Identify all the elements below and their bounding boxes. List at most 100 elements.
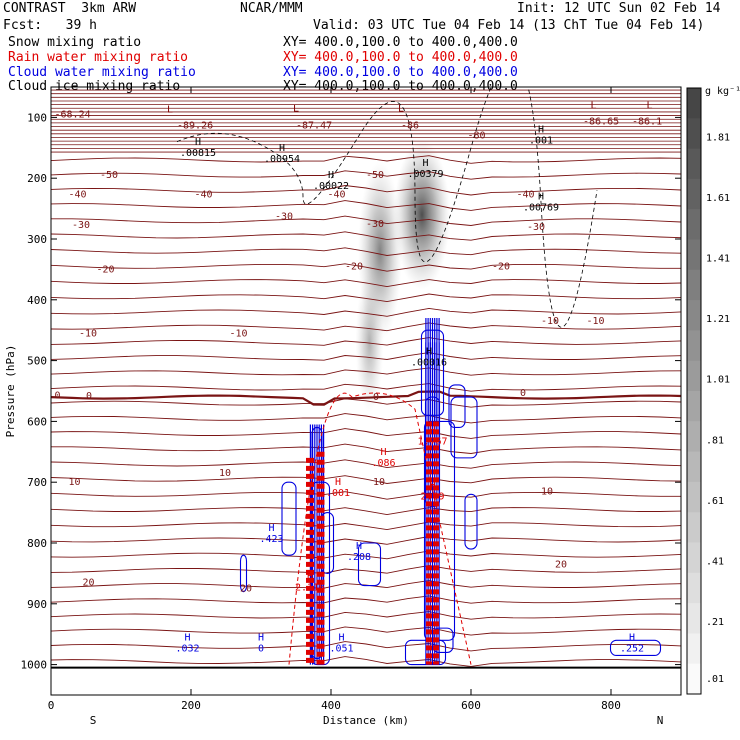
isotherm-line <box>51 307 681 317</box>
plot-frame <box>50 86 682 696</box>
colorbar-swatch <box>687 300 701 331</box>
high-marker: H <box>335 477 341 488</box>
extremum-value: .00016 <box>411 358 447 369</box>
high-marker: H <box>380 447 386 458</box>
colorbar-label: .81 <box>706 435 724 446</box>
high-marker: H <box>629 632 635 643</box>
colorbar-swatch <box>687 239 701 271</box>
extremum-value: 0 <box>258 643 264 654</box>
isotherm-label: -86.65 <box>583 117 619 128</box>
isotherm-label: -30 <box>72 220 90 231</box>
isotherm-line <box>51 536 681 545</box>
colorbar-swatch <box>687 481 701 513</box>
isotherm-line <box>51 550 681 560</box>
isotherm-label: -80 <box>468 131 486 142</box>
isotherm-label: 20 <box>83 578 95 589</box>
colorbar-label: 1.81 <box>706 132 730 143</box>
colorbar-swatch <box>687 118 701 150</box>
colorbar-swatch <box>687 542 701 574</box>
cloud-water-contour <box>609 639 662 657</box>
isotherm-label: 0 <box>373 392 379 403</box>
isotherm-line <box>51 383 681 392</box>
isotherm-label: -50 <box>100 170 118 181</box>
colorbar-swatch <box>687 178 701 210</box>
low-marker: L <box>167 105 173 116</box>
isotherm-line <box>51 231 681 241</box>
isotherm-line <box>51 626 681 636</box>
low-marker: L <box>293 103 299 114</box>
extremum-value: .252 <box>620 643 644 654</box>
colorbar-swatch <box>687 360 701 392</box>
isotherm-line <box>51 611 681 620</box>
high-marker: H <box>328 170 334 181</box>
isotherm-label: 0 <box>55 390 61 401</box>
colorbar-swatch <box>687 663 701 695</box>
isotherm-line <box>51 580 681 589</box>
extremum-value: 2.09 <box>420 491 444 502</box>
extremum-value: .00022 <box>313 181 349 192</box>
isotherm-line <box>51 565 681 574</box>
isotherm-line <box>51 155 681 164</box>
colorbar-swatch <box>687 633 701 665</box>
colorbar-swatch <box>687 512 701 543</box>
isotherm-label: 10 <box>219 468 231 479</box>
colorbar-frame <box>686 87 702 695</box>
isotherm-label: -10 <box>230 328 248 339</box>
isotherm-label: -40 <box>195 190 213 201</box>
high-marker: H <box>538 125 544 136</box>
isotherm-label: -68.24 <box>55 109 91 120</box>
x-tick-label: 800 <box>601 699 621 712</box>
isotherm-label: -40 <box>517 190 535 201</box>
isotherm-label: -10 <box>587 316 605 327</box>
field-rain: Rain water mixing ratio <box>8 50 189 65</box>
y-tick-label: 500 <box>27 355 47 368</box>
snow-shade-lower <box>355 272 384 413</box>
colorbar-swatch <box>687 88 701 119</box>
high-marker: H <box>356 541 362 552</box>
isotherm-line <box>51 215 681 226</box>
colorbar-swatch <box>687 451 701 483</box>
x-tick-label: 200 <box>181 699 201 712</box>
isotherm-label: -20 <box>492 261 510 272</box>
y-tick-label: 1000 <box>21 659 48 672</box>
isotherm-label: -89.26 <box>177 120 213 131</box>
colorbar-label: 1.21 <box>706 314 730 325</box>
high-marker: H <box>195 137 201 148</box>
isotherm-line <box>51 413 681 424</box>
high-marker: H <box>184 632 190 643</box>
extremum-value: .032 <box>175 643 199 654</box>
x-tick-label: 0 <box>48 699 55 712</box>
isotherm-line <box>51 398 681 408</box>
init-time: Init: 12 UTC Sun 02 Feb 14 <box>517 1 721 16</box>
isotherm-label: -20 <box>97 264 115 275</box>
extremum-value: .00815 <box>180 148 216 159</box>
high-marker: H <box>279 143 285 154</box>
isotherm-line <box>51 322 681 332</box>
y-tick-label: 400 <box>27 294 47 307</box>
high-marker: H <box>538 191 544 202</box>
colorbar-label: .01 <box>706 674 724 685</box>
cloud-water-contour <box>464 493 478 550</box>
high-marker: H <box>426 347 432 358</box>
isotherm-line <box>51 263 681 272</box>
colorbar-swatch <box>687 148 701 180</box>
north-label: N <box>657 714 664 727</box>
snow-shade-core <box>394 139 450 290</box>
isotherm-line <box>51 428 681 439</box>
cloud-water-contour <box>281 481 297 556</box>
isotherm-label: -86 <box>401 120 419 131</box>
isotherm-line <box>51 459 681 469</box>
high-marker: H <box>429 480 435 491</box>
extremum-value: .001 <box>529 136 553 147</box>
extremum-value: .00379 <box>407 169 443 180</box>
isotherm-label: -87.47 <box>296 120 332 131</box>
model-title: CONTRAST 3km ARW <box>3 1 137 16</box>
high-marker: H <box>429 426 435 437</box>
isotherm-line <box>51 641 681 652</box>
isotherm-line <box>51 521 681 531</box>
isotherm-label: -20 <box>345 261 363 272</box>
y-tick-label: 300 <box>27 233 47 246</box>
low-marker: L <box>646 100 652 111</box>
isotherm-line <box>51 367 681 376</box>
